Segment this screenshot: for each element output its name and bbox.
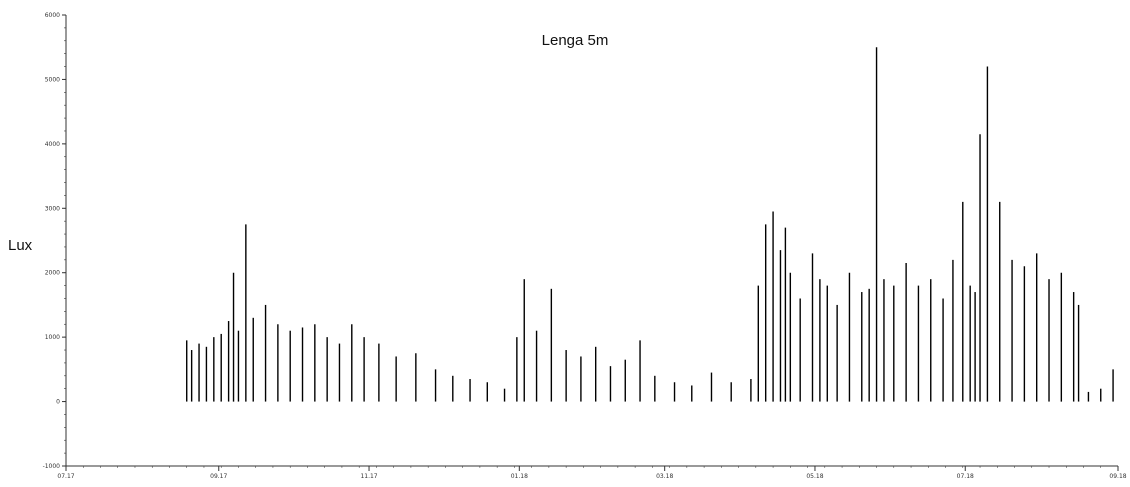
x-tick-label: 09.18 — [1109, 473, 1126, 480]
x-tick-label: 01.18 — [511, 473, 528, 480]
y-tick-label: 3000 — [45, 205, 60, 212]
x-tick-label: 11.17 — [360, 473, 377, 480]
x-tick-label: 05.18 — [806, 473, 823, 480]
y-axis-label: Lux — [8, 237, 33, 254]
x-tick-label: 09.17 — [210, 473, 227, 480]
bars-layer — [186, 47, 1114, 402]
axes-layer: -1000 0 1000 2000 3000 4000 5000 6000 07.17 09.17… — [43, 12, 1127, 480]
y-tick-label: 6000 — [45, 12, 60, 19]
y-tick-label: 1000 — [45, 334, 60, 341]
y-tick-label: 5000 — [45, 76, 60, 83]
chart-title: Lenga 5m — [542, 32, 609, 49]
y-tick-label: 2000 — [45, 270, 60, 277]
x-tick-label: 07.18 — [957, 473, 974, 480]
x-tick-label: 03.18 — [656, 473, 673, 480]
x-tick-label: 07.17 — [57, 473, 74, 480]
y-tick-label: 4000 — [45, 141, 60, 148]
y-tick-label: 0 — [56, 399, 60, 406]
y-tick-label: -1000 — [43, 463, 61, 470]
